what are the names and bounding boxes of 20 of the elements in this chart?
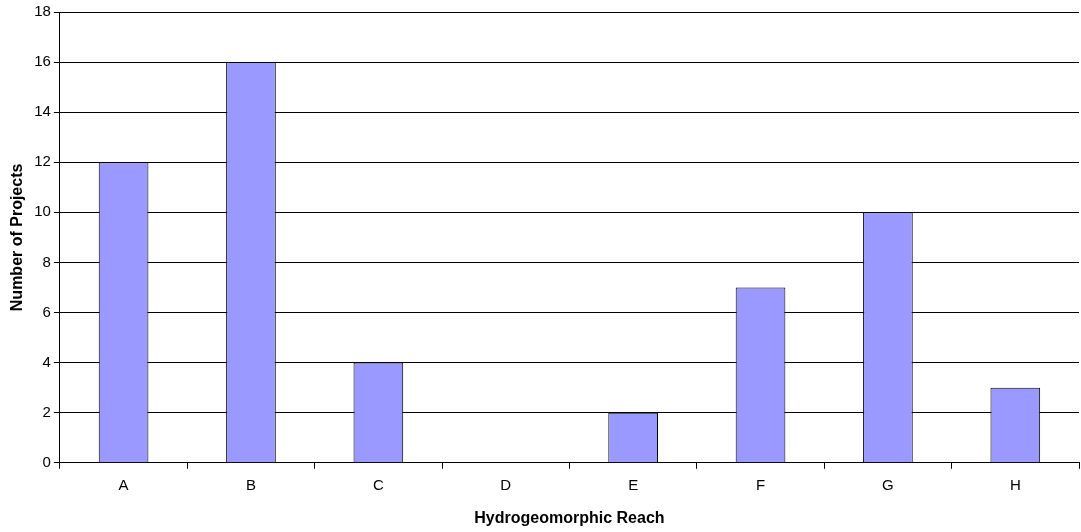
y-tick-label: 14 <box>34 102 51 120</box>
x-tick-label: F <box>755 475 766 493</box>
y-tick-label: 0 <box>42 452 51 470</box>
y-tick-label: 6 <box>42 302 51 320</box>
y-tick-label: 8 <box>42 252 51 270</box>
x-axis-title: Hydrogeomorphic Reach <box>474 508 665 526</box>
y-axis-title: Number of Projects <box>8 163 26 312</box>
x-tick-label: A <box>118 475 129 493</box>
x-tick-label: C <box>372 475 384 493</box>
y-tick-label: 18 <box>34 2 51 20</box>
x-tick-label: H <box>1009 475 1021 493</box>
x-tick-label: D <box>500 475 512 493</box>
y-tick-label: 10 <box>34 202 51 220</box>
x-tick-label: B <box>245 475 256 493</box>
y-tick-label: 4 <box>42 352 51 370</box>
y-tick-label: 16 <box>34 52 51 70</box>
x-tick-label: E <box>628 475 639 493</box>
y-tick-label: 2 <box>42 402 51 420</box>
x-tick-label: G <box>882 475 894 493</box>
y-tick-label: 12 <box>34 152 51 170</box>
